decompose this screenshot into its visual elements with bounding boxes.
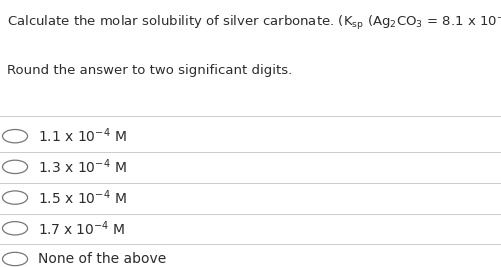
Text: None of the above: None of the above xyxy=(38,252,166,266)
Text: 1.3 x $10^{-4}$ M: 1.3 x $10^{-4}$ M xyxy=(38,158,126,176)
Text: Round the answer to two significant digits.: Round the answer to two significant digi… xyxy=(7,64,292,77)
Text: 1.7 x $10^{-4}$ M: 1.7 x $10^{-4}$ M xyxy=(38,219,125,238)
Text: 1.5 x $10^{-4}$ M: 1.5 x $10^{-4}$ M xyxy=(38,188,126,207)
Text: 1.1 x $10^{-4}$ M: 1.1 x $10^{-4}$ M xyxy=(38,127,126,146)
Text: Calculate the molar solubility of silver carbonate. ($\mathrm{K_{sp}}$ ($\mathrm: Calculate the molar solubility of silver… xyxy=(7,12,501,33)
